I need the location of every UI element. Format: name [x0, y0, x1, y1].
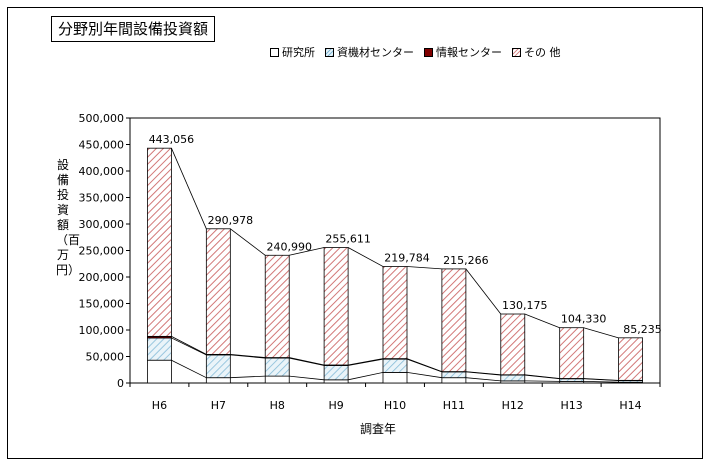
bar-segment [323, 379, 349, 384]
y-tick-label: 300,000 [79, 218, 125, 231]
x-tick-label: H8 [270, 399, 285, 412]
bar-segment [147, 147, 172, 337]
bar-segment [382, 358, 408, 373]
x-tick-label: H11 [443, 399, 465, 412]
total-data-label: 215,266 [443, 254, 489, 267]
y-tick-label: 250,000 [79, 245, 125, 258]
series-line [583, 327, 619, 339]
plot-area: 0 50,000 100,000 150,000 200,000 250,000 300,0… [79, 112, 662, 412]
series-line [524, 313, 560, 329]
total-data-label: 290,978 [208, 214, 254, 227]
legend-label-information-center: 情報センター [436, 46, 502, 59]
bar-segment [500, 374, 526, 382]
bar-segment [147, 359, 172, 384]
series-line [171, 337, 207, 356]
series-line [348, 372, 384, 381]
total-data-label: 240,990 [266, 240, 312, 253]
series-line [406, 358, 443, 372]
legend-label-other: その 他 [524, 46, 561, 59]
series-line [289, 357, 325, 366]
bar-segment [559, 327, 585, 379]
series-line [406, 372, 442, 379]
series-line [524, 380, 560, 382]
total-data-label: 219,784 [384, 252, 430, 265]
bar-segment [264, 357, 290, 377]
y-tick-label: 100,000 [79, 324, 125, 337]
legend-label-laboratory: 研究所 [282, 46, 315, 59]
bar-segment [264, 375, 290, 384]
chart-title: 分野別年間設備投資額 [51, 16, 216, 42]
legend-swatch-other [512, 47, 521, 57]
y-tick-label: 350,000 [79, 192, 125, 205]
series-line [230, 353, 266, 358]
y-tick-label: 150,000 [79, 298, 125, 311]
bar-segment [205, 354, 231, 379]
bar-segment [147, 337, 172, 361]
total-data-label: 255,611 [325, 233, 371, 246]
series-line [465, 377, 501, 382]
series-line [171, 148, 207, 229]
series-line [347, 247, 384, 267]
series-line [583, 381, 619, 383]
x-axis-title: 調査年 [360, 422, 397, 436]
series-line [348, 358, 384, 366]
x-tick-label: H7 [211, 399, 226, 412]
legend: 研究所 資機材センター 情報センター その 他 [270, 44, 561, 60]
bar-segment [500, 313, 526, 376]
legend-item-other: その 他 [512, 44, 561, 60]
series-line [348, 358, 384, 366]
bar-segment [205, 377, 231, 384]
y-tick-label: 50,000 [86, 351, 125, 364]
x-tick-label: H12 [502, 399, 524, 412]
series-line [230, 354, 266, 359]
bar-segment [205, 228, 231, 355]
y-tick-label: 450,000 [79, 139, 125, 152]
series-line [289, 357, 325, 366]
series-line [289, 247, 325, 256]
legend-swatch-laboratory [270, 47, 279, 57]
series-line [171, 336, 207, 355]
x-tick-label: H13 [561, 399, 583, 412]
bar-segment [382, 371, 408, 384]
x-tick-label: H9 [328, 399, 343, 412]
x-tick-label: H6 [152, 399, 167, 412]
series-line [465, 268, 502, 315]
legend-item-laboratory: 研究所 [270, 44, 315, 60]
series-line [406, 266, 442, 270]
legend-item-equipment-center: 資機材センター [325, 44, 414, 60]
series-line [230, 375, 266, 379]
series-line [583, 378, 619, 381]
bar-segment [441, 268, 467, 373]
bar-segment [264, 254, 290, 358]
legend-label-equipment-center: 資機材センター [337, 46, 414, 59]
total-data-label: 85,235 [623, 323, 662, 336]
x-tick-label: H14 [619, 399, 641, 412]
chart-frame [7, 7, 703, 459]
legend-item-information-center: 情報センター [424, 44, 502, 60]
total-data-label: 104,330 [561, 313, 607, 326]
total-data-label: 443,056 [149, 133, 195, 146]
series-line [524, 374, 560, 379]
x-tick-label: H10 [384, 399, 406, 412]
bar-segment [382, 266, 408, 360]
bar-segment [441, 371, 467, 379]
legend-swatch-equipment-center [325, 47, 334, 57]
bar-segment [323, 247, 349, 366]
legend-swatch-information-center [424, 47, 433, 57]
bar-segment [441, 377, 467, 384]
y-tick-label: 500,000 [79, 112, 125, 125]
y-tick-label: 200,000 [79, 271, 125, 284]
y-tick-label: 400,000 [79, 165, 125, 178]
y-tick-label: 0 [117, 377, 124, 390]
series-line [171, 359, 207, 379]
bar-segment [323, 365, 349, 381]
series-line [465, 371, 501, 376]
series-line [230, 228, 266, 256]
bar-segment [618, 337, 643, 381]
total-data-label: 130,175 [502, 299, 548, 312]
series-line [289, 375, 325, 381]
